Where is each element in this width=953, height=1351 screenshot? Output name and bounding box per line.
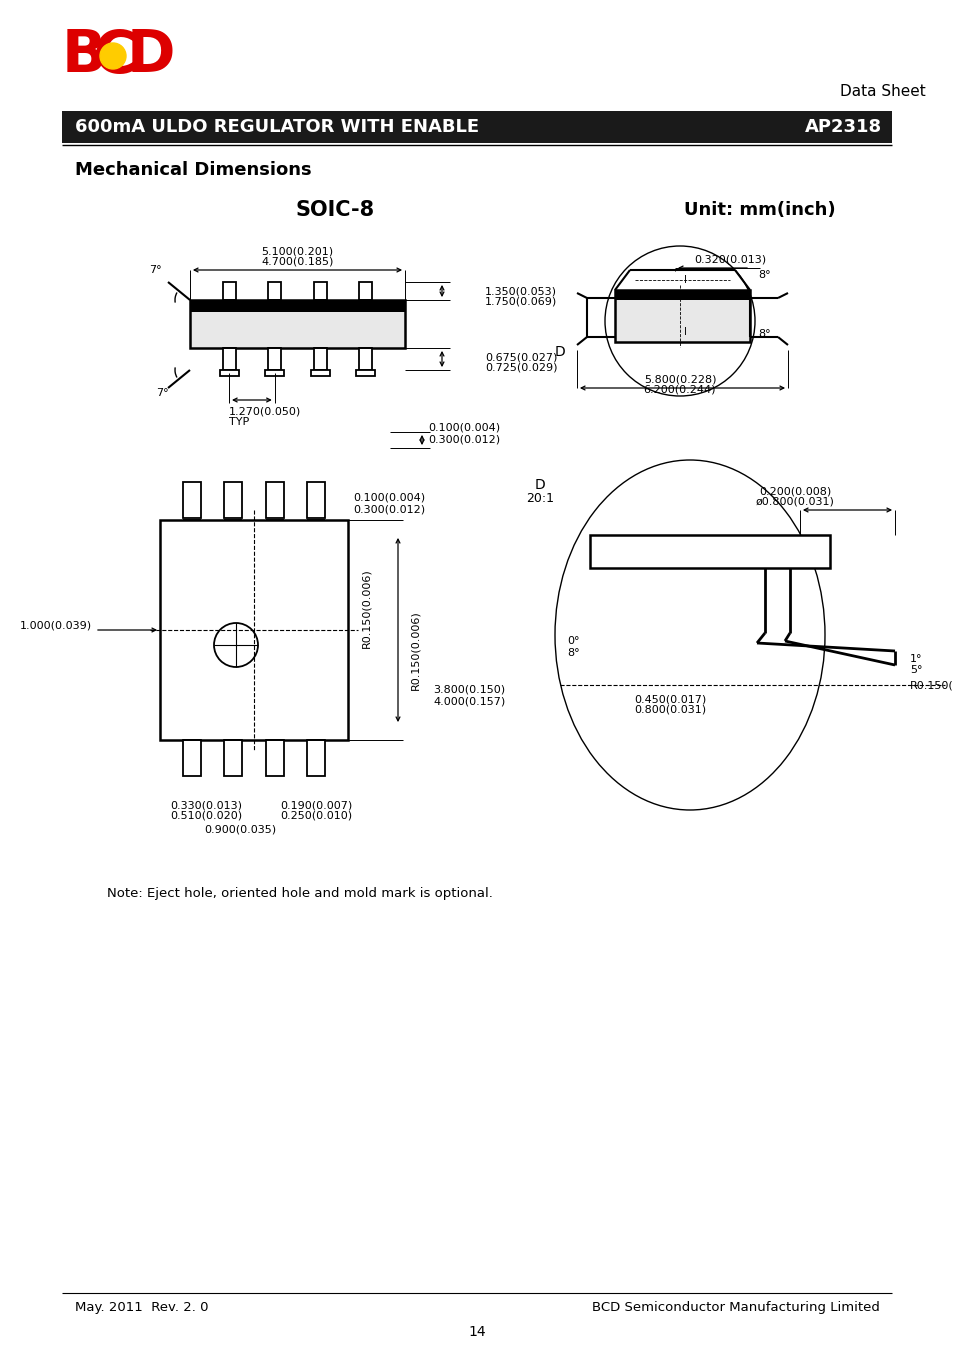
- Text: 5.800(0.228): 5.800(0.228): [643, 374, 716, 384]
- Bar: [314, 349, 327, 370]
- Text: TYP: TYP: [229, 417, 249, 427]
- Bar: [224, 740, 242, 775]
- Text: 0.330(0.013): 0.330(0.013): [170, 801, 242, 811]
- Text: 7°: 7°: [149, 265, 161, 276]
- Text: SOIC-8: SOIC-8: [295, 200, 375, 220]
- Bar: [183, 740, 201, 775]
- Circle shape: [100, 43, 126, 69]
- Bar: [307, 482, 324, 517]
- Text: 14: 14: [468, 1325, 485, 1339]
- Text: 1.000(0.039): 1.000(0.039): [20, 620, 91, 630]
- Text: R0.150(0.006): R0.150(0.006): [909, 681, 953, 690]
- Bar: [224, 482, 242, 517]
- Text: 1.350(0.053): 1.350(0.053): [484, 286, 557, 296]
- Bar: [265, 740, 283, 775]
- Text: 4.000(0.157): 4.000(0.157): [433, 696, 505, 707]
- Bar: [265, 482, 283, 517]
- Bar: [307, 740, 324, 775]
- Bar: [265, 370, 284, 376]
- Bar: [268, 349, 281, 370]
- Text: 0.725(0.029): 0.725(0.029): [484, 362, 557, 372]
- Text: R0.150(0.006): R0.150(0.006): [360, 569, 371, 648]
- Text: 8°: 8°: [758, 270, 770, 280]
- Text: D: D: [534, 478, 545, 492]
- Bar: [615, 290, 749, 300]
- Text: 3.800(0.150): 3.800(0.150): [433, 685, 504, 694]
- Bar: [589, 535, 829, 567]
- Bar: [219, 370, 238, 376]
- Bar: [615, 290, 749, 342]
- Text: 0.675(0.027): 0.675(0.027): [484, 353, 557, 362]
- Text: C: C: [92, 27, 135, 85]
- Text: B: B: [62, 27, 107, 85]
- Text: 0.250(0.010): 0.250(0.010): [280, 811, 352, 821]
- Bar: [183, 482, 201, 517]
- Text: 1.750(0.069): 1.750(0.069): [484, 296, 557, 305]
- Bar: [222, 349, 235, 370]
- Text: 0.200(0.008): 0.200(0.008): [758, 486, 830, 496]
- Text: 4.700(0.185): 4.700(0.185): [261, 255, 334, 266]
- Text: 0.100(0.004): 0.100(0.004): [353, 493, 425, 503]
- Bar: [359, 349, 372, 370]
- Text: R0.150(0.006): R0.150(0.006): [410, 611, 419, 690]
- Text: 0.300(0.012): 0.300(0.012): [428, 435, 499, 444]
- Text: I: I: [683, 276, 686, 285]
- Bar: [356, 370, 375, 376]
- Text: 0.100(0.004): 0.100(0.004): [428, 423, 499, 434]
- Bar: [314, 282, 327, 300]
- Text: 0.900(0.035): 0.900(0.035): [204, 824, 275, 834]
- Text: Note: Eject hole, oriented hole and mold mark is optional.: Note: Eject hole, oriented hole and mold…: [107, 886, 493, 900]
- Text: 8°: 8°: [567, 648, 579, 658]
- Text: 0.450(0.017): 0.450(0.017): [633, 694, 705, 704]
- Text: May. 2011  Rev. 2. 0: May. 2011 Rev. 2. 0: [75, 1301, 209, 1315]
- Text: 1°: 1°: [909, 654, 922, 663]
- Bar: [311, 370, 330, 376]
- Text: 0.800(0.031): 0.800(0.031): [634, 704, 705, 713]
- Text: Data Sheet: Data Sheet: [840, 84, 924, 99]
- Text: 0°: 0°: [567, 636, 579, 646]
- Text: 600mA ULDO REGULATOR WITH ENABLE: 600mA ULDO REGULATOR WITH ENABLE: [75, 118, 478, 136]
- Text: Mechanical Dimensions: Mechanical Dimensions: [75, 161, 312, 178]
- Bar: [62, 111, 891, 143]
- Text: 0.320(0.013): 0.320(0.013): [693, 254, 765, 263]
- Text: 0.300(0.012): 0.300(0.012): [353, 504, 425, 513]
- Text: ø0.800(0.031): ø0.800(0.031): [755, 496, 834, 507]
- Text: 6.200(0.244): 6.200(0.244): [643, 384, 716, 394]
- Text: 5.100(0.201): 5.100(0.201): [261, 246, 334, 255]
- Text: BCD Semiconductor Manufacturing Limited: BCD Semiconductor Manufacturing Limited: [592, 1301, 879, 1315]
- Text: 0.190(0.007): 0.190(0.007): [280, 801, 352, 811]
- Text: AP2318: AP2318: [804, 118, 882, 136]
- Text: I: I: [683, 327, 686, 336]
- Text: D: D: [555, 345, 565, 359]
- Text: 5°: 5°: [909, 665, 922, 676]
- Text: 7°: 7°: [155, 388, 168, 399]
- Bar: [268, 282, 281, 300]
- Bar: [222, 282, 235, 300]
- Text: Unit: mm(inch): Unit: mm(inch): [683, 201, 835, 219]
- Bar: [160, 520, 348, 740]
- Bar: [359, 282, 372, 300]
- Text: 8°: 8°: [758, 330, 770, 339]
- Text: D: D: [127, 27, 175, 85]
- Bar: [190, 300, 405, 312]
- Text: 1.270(0.050): 1.270(0.050): [229, 407, 301, 417]
- Text: 20:1: 20:1: [525, 492, 554, 504]
- Bar: [190, 300, 405, 349]
- Text: 0.510(0.020): 0.510(0.020): [170, 811, 242, 821]
